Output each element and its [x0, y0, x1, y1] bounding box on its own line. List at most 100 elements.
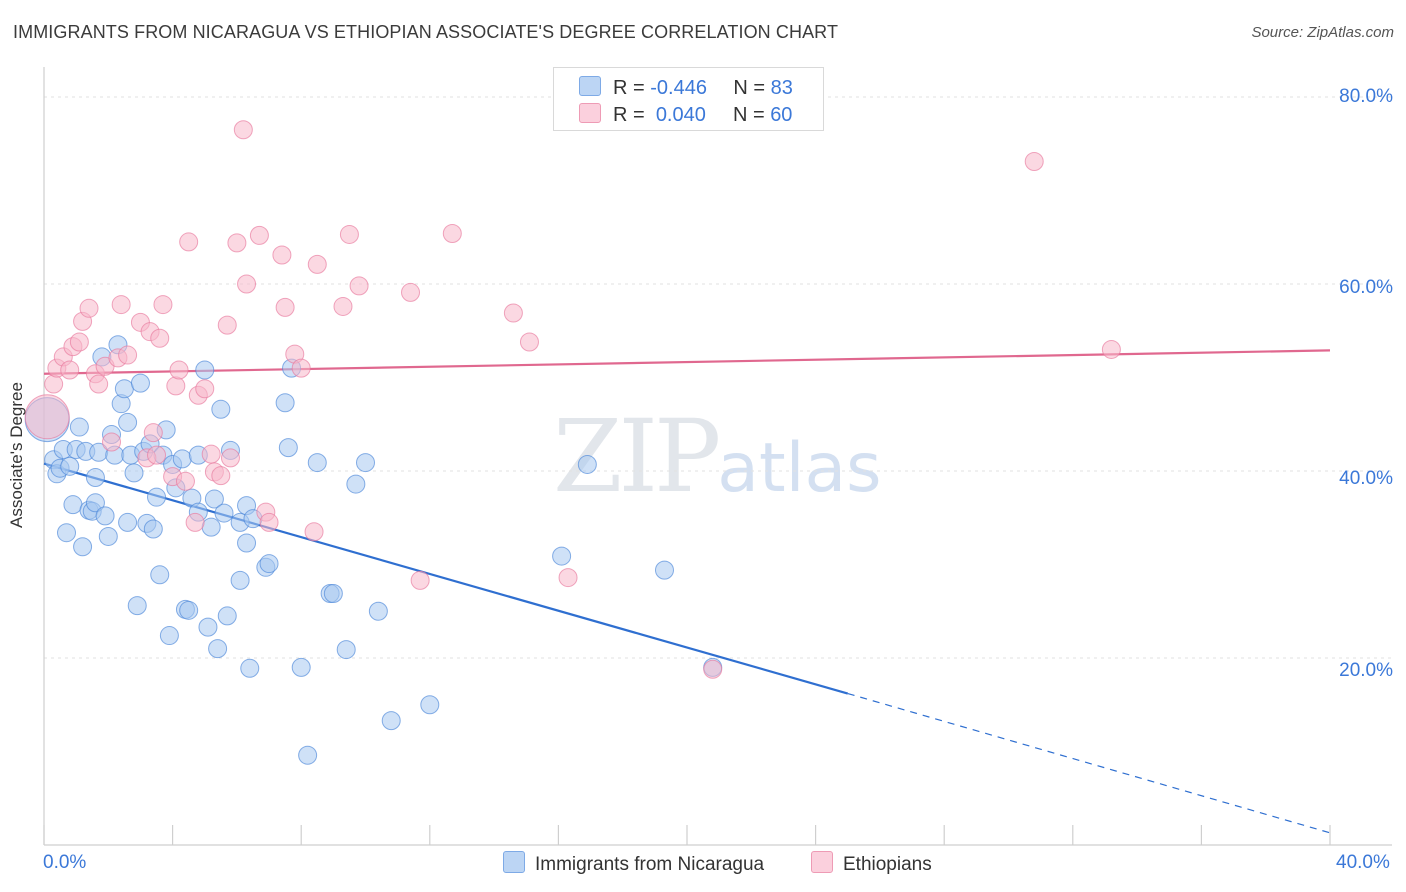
- legend-swatch: [811, 851, 833, 873]
- legend-r-value: 0.040: [655, 104, 706, 126]
- data-point: [230, 570, 250, 590]
- data-point: [339, 224, 359, 244]
- data-point: [368, 601, 388, 621]
- legend-swatch: [579, 103, 601, 123]
- data-point: [333, 296, 353, 316]
- data-point: [195, 379, 215, 399]
- data-point: [69, 332, 89, 352]
- data-point: [304, 522, 324, 542]
- data-point: [703, 659, 723, 679]
- data-point: [349, 276, 369, 296]
- data-point: [217, 315, 237, 335]
- legend-n-label: N =: [733, 77, 766, 99]
- stats-legend: R = -0.446 N = 83 R = 0.040 N = 60: [553, 67, 824, 131]
- chart-source: Source: ZipAtlas.com: [1251, 24, 1394, 41]
- data-point: [44, 374, 64, 394]
- data-point: [558, 568, 578, 588]
- data-point: [307, 453, 327, 473]
- data-point: [69, 417, 89, 437]
- data-point: [275, 297, 295, 317]
- legend-r-label: R =: [613, 104, 645, 126]
- data-point: [172, 449, 192, 469]
- data-point: [127, 596, 147, 616]
- legend-n-value: 60: [770, 104, 793, 126]
- data-point: [159, 626, 179, 646]
- data-point: [356, 453, 375, 473]
- data-point: [143, 423, 163, 443]
- data-point: [220, 448, 240, 468]
- data-point: [195, 360, 215, 380]
- data-point: [124, 463, 144, 483]
- y-axis-label: Associate's Degree: [7, 382, 26, 528]
- data-point: [111, 295, 131, 315]
- data-point: [166, 376, 186, 396]
- legend-r-value: -0.446: [650, 77, 707, 99]
- data-point: [1024, 152, 1044, 172]
- data-point: [211, 399, 231, 419]
- data-point: [204, 489, 224, 509]
- data-point: [214, 503, 234, 523]
- data-point: [237, 274, 257, 294]
- data-point: [291, 358, 311, 378]
- data-point: [95, 506, 115, 526]
- data-point: [272, 245, 292, 265]
- y-tick-label: 80.0%: [1339, 86, 1393, 107]
- data-point: [147, 445, 167, 465]
- data-point: [278, 438, 298, 458]
- legend-r-label: R =: [613, 77, 645, 99]
- data-point: [118, 412, 138, 432]
- data-point: [201, 517, 221, 537]
- data-point: [79, 298, 99, 318]
- data-point: [275, 393, 295, 413]
- data-point: [577, 454, 597, 474]
- data-point: [346, 474, 366, 494]
- data-point: [198, 617, 218, 637]
- watermark-atlas: atlas: [717, 429, 882, 508]
- data-point: [201, 444, 221, 464]
- data-point: [85, 493, 105, 513]
- series-legend-label: Ethiopians: [843, 854, 932, 875]
- data-point: [519, 332, 539, 352]
- data-point: [654, 560, 674, 580]
- data-point: [307, 254, 327, 274]
- trend-lines: [43, 349, 1331, 834]
- data-point: [249, 225, 269, 245]
- x-tick-label: 0.0%: [43, 852, 87, 873]
- data-point: [503, 303, 523, 323]
- series-nicaragua: [24, 335, 723, 765]
- y-tick-label: 60.0%: [1339, 277, 1393, 298]
- series-legend-ethiopians[interactable]: Ethiopians: [811, 851, 932, 876]
- y-tick-label: 20.0%: [1339, 660, 1393, 681]
- data-point: [298, 745, 318, 765]
- series-legend-nicaragua[interactable]: Immigrants from Nicaragua: [503, 851, 764, 876]
- watermark-zip: ZIP: [553, 398, 721, 515]
- data-point: [118, 512, 138, 532]
- data-point: [381, 711, 401, 731]
- data-point: [175, 471, 195, 491]
- trend-line: [43, 349, 1331, 375]
- data-point: [179, 232, 199, 252]
- data-point: [85, 468, 105, 488]
- data-point: [24, 394, 70, 440]
- data-point: [401, 282, 421, 302]
- data-point: [1101, 339, 1121, 359]
- legend-n-label: N =: [732, 104, 765, 126]
- legend-row-ethiopians: R = 0.040 N = 60: [579, 103, 792, 127]
- data-point: [57, 523, 77, 543]
- legend-swatch: [579, 76, 601, 96]
- data-point: [208, 639, 228, 659]
- data-point: [259, 512, 279, 532]
- data-point: [60, 456, 80, 476]
- data-point: [73, 537, 93, 557]
- data-point: [185, 512, 205, 532]
- data-point: [240, 658, 260, 678]
- axes: [43, 67, 1392, 846]
- data-point: [89, 374, 109, 394]
- data-point: [442, 224, 462, 244]
- data-point: [217, 606, 237, 626]
- data-point: [169, 360, 189, 380]
- data-point: [114, 379, 134, 399]
- data-point: [211, 466, 231, 486]
- data-point: [153, 295, 173, 315]
